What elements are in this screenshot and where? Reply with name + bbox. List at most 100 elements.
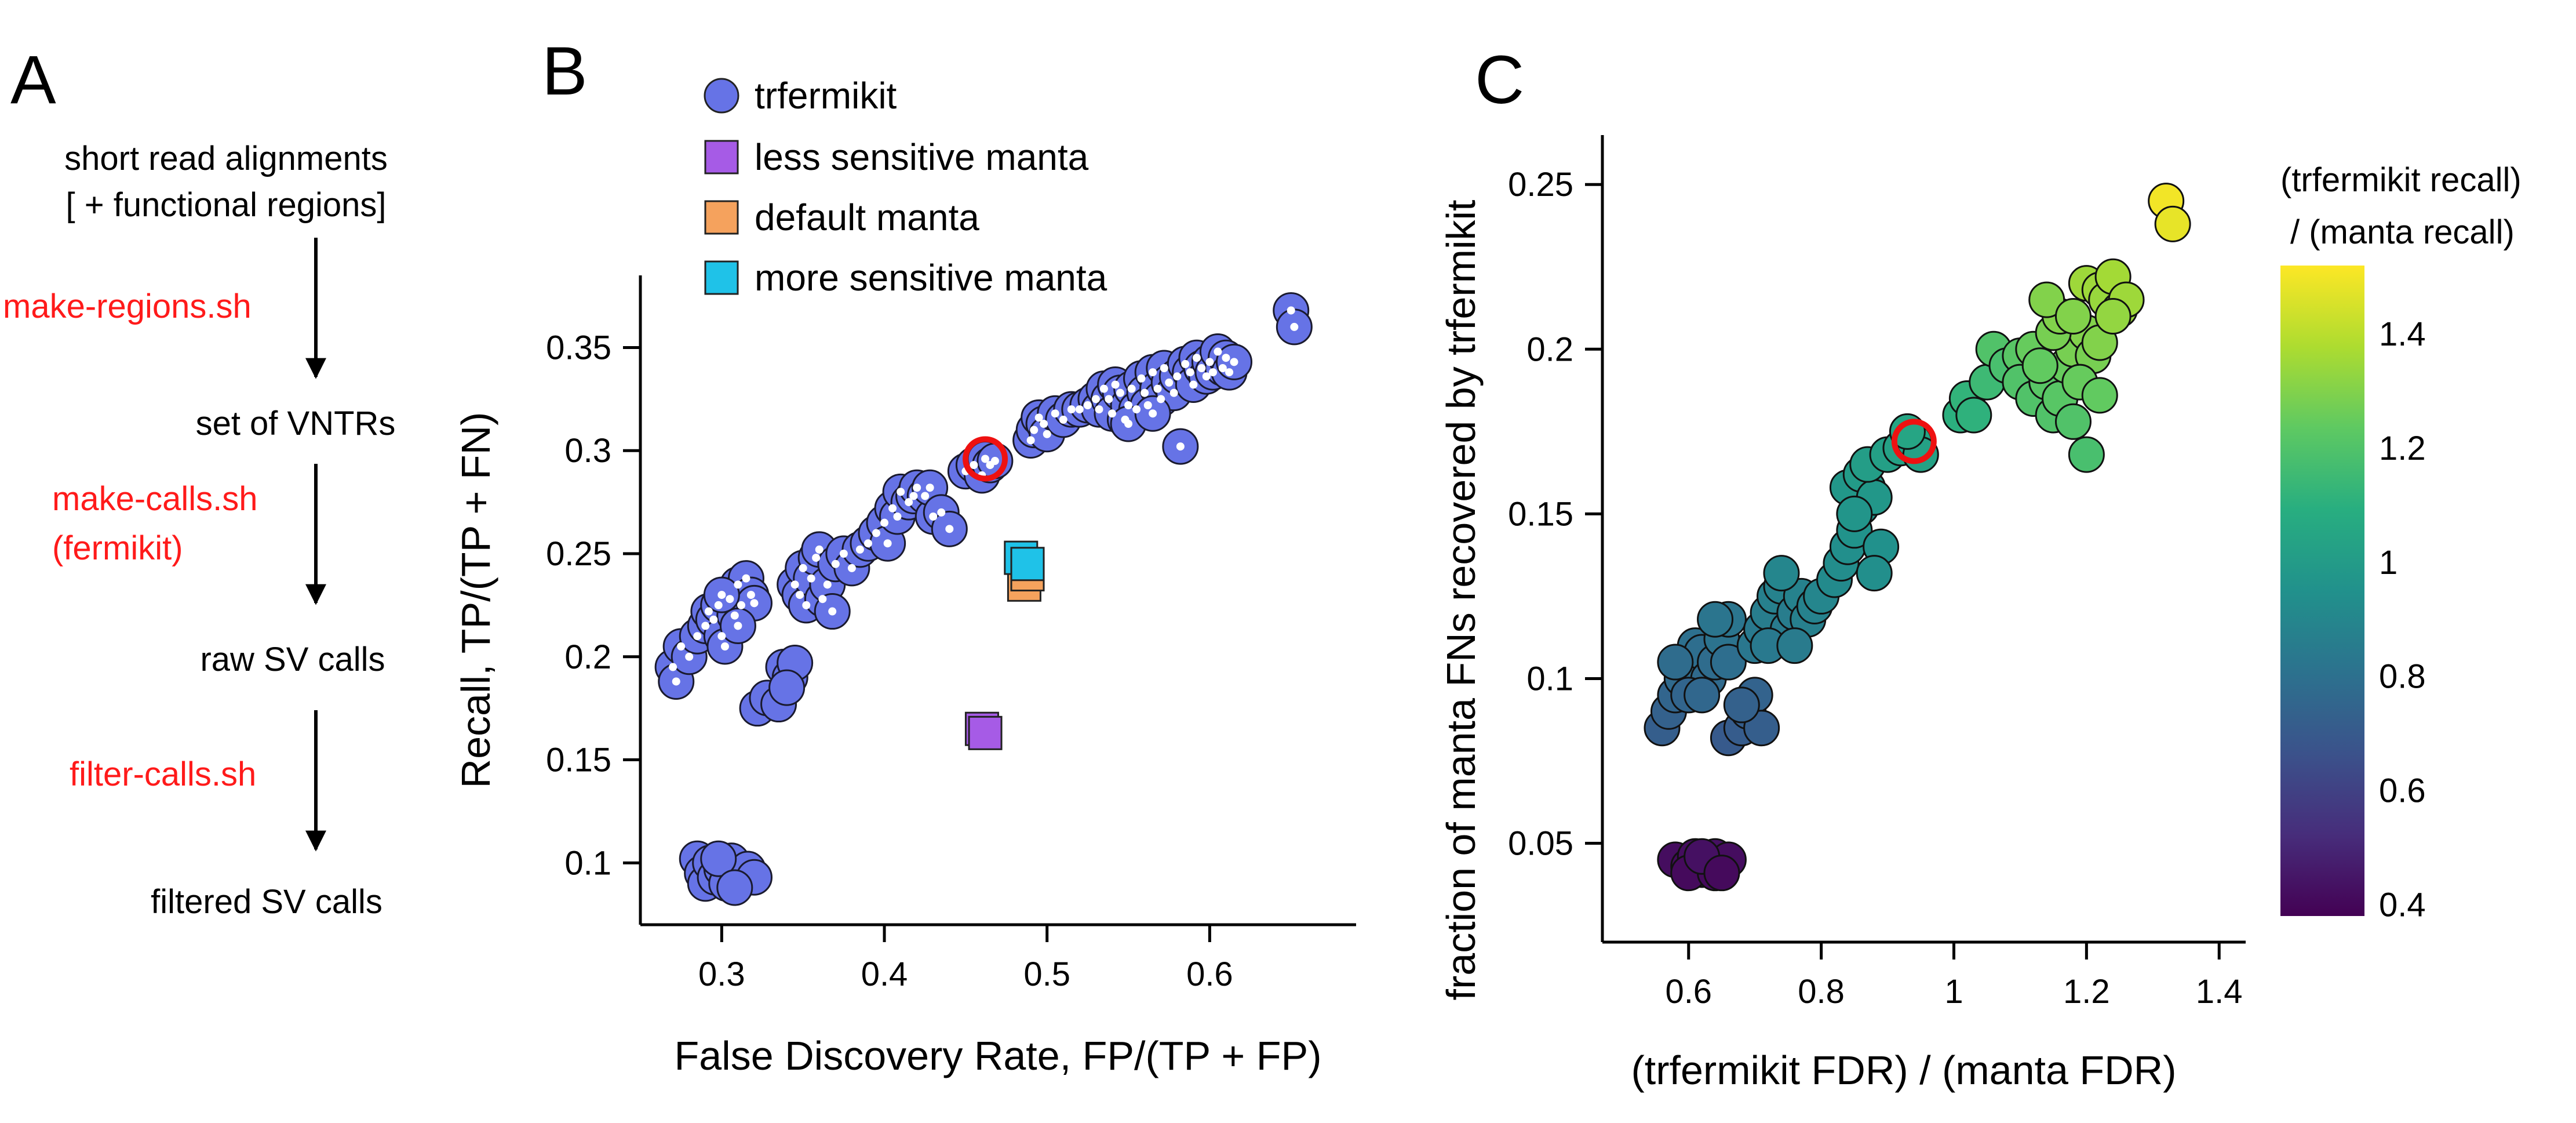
trfermikit-point-center [714,601,723,609]
colorbar-tick-label: 1.2 [2379,430,2426,467]
trfermikit-point-center [1153,384,1162,393]
panel-b-x-tick-label: 0.6 [1186,955,1233,993]
trfermikit-point-center [1095,405,1103,414]
panel-c-highlight-ring [1891,419,1937,464]
ratio-point [2028,281,2065,318]
panel-c-y-tick-label: 0.15 [1508,495,1573,533]
colorbar-tick-label: 0.4 [2379,886,2426,924]
trfermikit-point-center [790,580,799,589]
panel-c-y-tick-label: 0.1 [1526,660,1573,697]
panel-b-y-tick-label: 0.15 [546,742,611,779]
trfermikit-point-center [677,642,686,650]
trfermikit-point-center [709,615,718,624]
trfermikit-point-center [921,492,930,500]
ratio-point [2054,297,2092,335]
trfermikit-point-center [981,455,990,463]
manta-point [1010,547,1045,582]
legend-marker-less-sensitive-manta [704,140,739,175]
ratio-point [1955,397,1992,434]
trfermikit-point-center [1209,368,1217,377]
ratio-point [1776,627,1813,664]
ratio-point [2081,377,2118,414]
ratio-point [1763,555,1800,592]
ratio-point [2094,297,2132,335]
trfermikit-point-center [1141,388,1149,397]
panel-c-x-tick-label: 1 [1944,973,1963,1011]
ratio-point [2068,436,2105,473]
trfermikit-point-center [909,492,918,500]
trfermikit-point-center [734,622,742,630]
panel-b-x-tick-label: 0.4 [861,955,908,993]
trfermikit-point-center [847,564,856,572]
panel-label-c: C [1475,42,1524,118]
trfermikit-point-center [937,508,946,517]
trfermikit-point-center [872,529,880,537]
ratio-point [2054,403,2092,440]
panel-b-y-axis-label: Recall, TP/(TP + FN) [453,412,498,788]
flow-step-filtered-calls: filtered SV calls [151,883,382,921]
trfermikit-point-center [1169,388,1178,397]
trfermikit-point-center [1218,364,1227,372]
panel-b-x-tick-label: 0.5 [1023,955,1070,993]
ratio-point [1723,686,1760,724]
trfermikit-point-center [1287,306,1295,315]
legend-label-less-sensitive-manta: less sensitive manta [755,136,1089,178]
legend-label-trfermikit: trfermikit [755,75,897,117]
trfermikit-point-center [1205,358,1214,366]
trfermikit-point-center [945,525,954,533]
trfermikit-point-center [855,545,864,554]
panel-b-y-tick-label: 0.2 [564,638,611,676]
trfermikit-point-center [880,518,889,527]
panel-c-x-axis-label: (trfermikit FDR) / (manta FDR) [1631,1048,2176,1093]
trfermikit-point [716,869,753,906]
panel-b-y-tick-label: 0.1 [564,844,611,882]
colorbar: (trfermikit recall) / (manta recall) 0.4… [2280,161,2522,924]
panel-c-y-tick-label: 0.25 [1508,166,1573,203]
trfermikit-point-center [720,642,729,650]
trfermikit-point-center [970,461,978,470]
ratio-point [2021,347,2058,384]
trfermikit-point-center [1040,420,1048,428]
trfermikit-point-center [863,539,872,548]
colorbar-tick-label: 0.8 [2379,658,2426,696]
panel-b-chart: 0.3 0.4 0.5 0.6 0.1 0.15 0.2 0.25 0.3 0.35 False … [453,75,1356,1078]
panel-b-x-tick-label: 0.3 [698,955,745,993]
trfermikit-point-center [1160,364,1168,372]
panel-b-legend: trfermikit less sensitive manta default … [704,75,1107,299]
trfermikit-point-center [1214,347,1222,356]
trfermikit-point-center [1189,380,1198,389]
trfermikit-point-center [1157,395,1165,404]
trfermikit-point-center [812,554,821,562]
trfermikit-point-center [905,498,913,507]
trfermikit-point-center [883,539,892,548]
ratio-point [1836,495,1873,532]
trfermikit-point-center [815,545,824,554]
trfermikit-point-center [1165,378,1174,387]
trfermikit-point-center [1290,322,1299,331]
trfermikit-point-center [730,611,739,620]
flow-script-make-regions: make-regions.sh [3,288,252,325]
trfermikit-point-center [672,677,680,686]
trfermikit-point-center [717,632,726,641]
panel-c-y-tick-label: 0.05 [1508,825,1573,863]
trfermikit-point-center [1034,413,1043,422]
colorbar-tick-label: 1 [2379,544,2398,582]
trfermikit-point-center [1149,368,1157,377]
trfermikit-point-center [1143,401,1152,409]
flow-step-raw-calls: raw SV calls [200,641,385,678]
colorbar-tick-label: 0.6 [2379,772,2426,809]
legend-marker-default-manta [704,200,739,235]
panel-c-chart: 0.6 0.8 1 1.2 1.4 0.05 0.1 0.15 0.2 0.25 (trfermi… [1438,135,2522,1093]
trfermikit-point [700,840,737,877]
trfermikit-point-center [1067,405,1076,414]
trfermikit-point-center [1222,354,1230,362]
trfermikit-point-center [1137,374,1146,383]
trfermikit-point-center [726,595,734,604]
trfermikit-point-center [717,591,726,599]
manta-point [968,715,1003,750]
trfermikit-point-center [1230,358,1238,366]
colorbar-title-line-1: (trfermikit recall) [2280,161,2522,199]
trfermikit-point-center [1051,409,1059,418]
panel-b-y-tick-label: 0.3 [564,432,611,470]
colorbar-gradient [2280,266,2364,916]
